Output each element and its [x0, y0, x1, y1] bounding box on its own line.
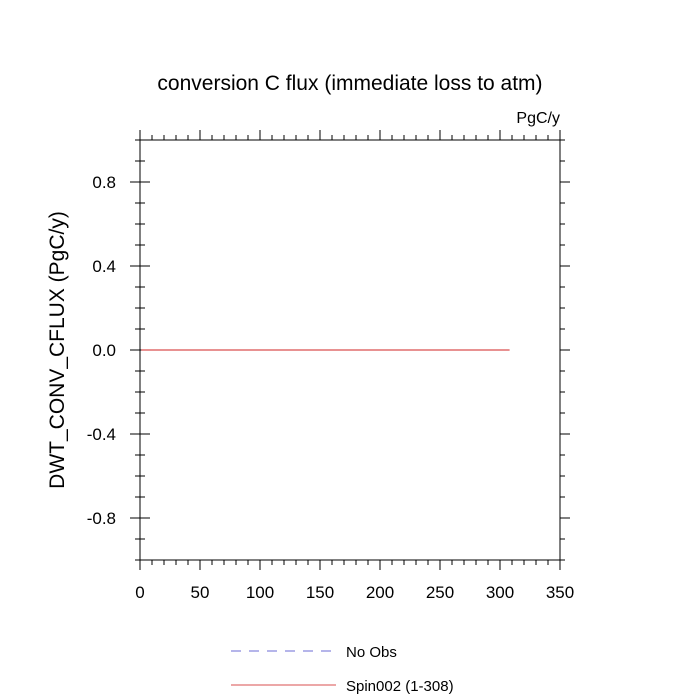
y-tick-label: -0.8 [87, 509, 116, 528]
x-tick-label: 50 [191, 583, 210, 602]
x-tick-label: 250 [426, 583, 454, 602]
chart-title: conversion C flux (immediate loss to atm… [157, 72, 542, 95]
y-tick-label: 0.4 [92, 257, 116, 276]
axis-ticks [130, 130, 570, 570]
legend: No Obs Spin002 (1-308) [231, 644, 454, 695]
legend-label: Spin002 (1-308) [346, 678, 454, 695]
x-tick-label: 300 [486, 583, 514, 602]
x-tick-label: 200 [366, 583, 394, 602]
x-tick-label: 0 [135, 583, 144, 602]
legend-label: No Obs [346, 644, 397, 661]
x-tick-label: 100 [246, 583, 274, 602]
x-tick-label: 150 [306, 583, 334, 602]
y-tick-label: 0.0 [92, 341, 116, 360]
y-tick-label: -0.4 [87, 425, 116, 444]
tick-labels: 0 50 100 150 200 250 300 350 -0.8 -0.4 0.0 0.4 0.8 [87, 173, 574, 602]
x-tick-label: 350 [546, 583, 574, 602]
units-label: PgC/y [516, 110, 560, 127]
y-tick-label: 0.8 [92, 173, 116, 192]
y-axis-label: DWT_CONV_CFLUX (PgC/y) [46, 211, 69, 489]
